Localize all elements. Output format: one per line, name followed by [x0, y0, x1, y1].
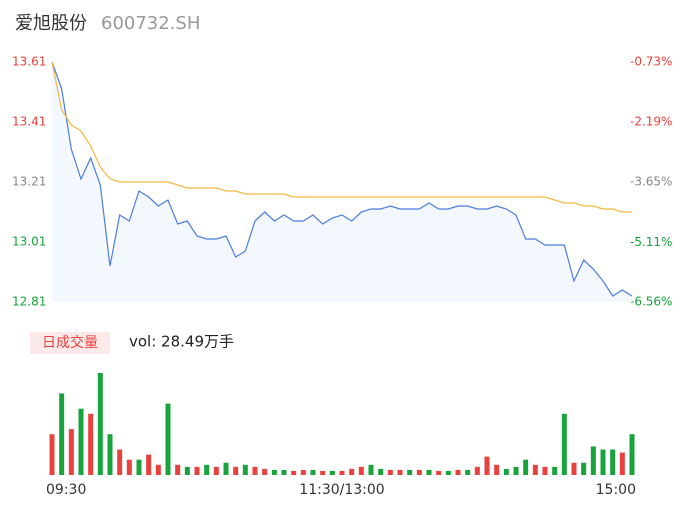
volume-bar [204, 464, 210, 475]
y2-tick-label: -5.11% [630, 235, 672, 249]
y-tick-label: 13.41 [12, 115, 46, 129]
volume-bar [242, 464, 248, 475]
volume-bar [552, 466, 558, 475]
volume-bar [136, 459, 142, 475]
volume-bar [310, 469, 316, 475]
y-tick-label: 13.61 [12, 55, 46, 69]
volume-bar [416, 469, 422, 475]
volume-bar [484, 456, 490, 475]
volume-bar [532, 464, 538, 475]
volume-bar [368, 464, 374, 475]
volume-bar [271, 469, 277, 475]
y2-tick-label: -0.73% [630, 55, 672, 69]
volume-bar [233, 466, 239, 475]
price-line [51, 61, 633, 297]
volume-bar [252, 466, 258, 475]
volume-bar [561, 413, 567, 475]
volume-bar [117, 449, 123, 475]
x-tick-label: 09:30 [46, 482, 86, 498]
volume-bar [68, 429, 74, 475]
volume-bar [194, 466, 200, 475]
volume-bar [213, 466, 219, 475]
volume-bar [107, 434, 113, 475]
volume-bar [223, 462, 229, 475]
volume-bar [513, 466, 519, 475]
volume-bar [436, 470, 442, 475]
chart-title: 爱旭股份 [15, 13, 87, 34]
price-area [52, 62, 632, 302]
avg-line [51, 61, 632, 213]
volume-bar [349, 468, 355, 475]
volume-bar [184, 466, 190, 475]
volume-bar [155, 464, 161, 475]
volume-bar [610, 449, 616, 475]
volume-bar [581, 462, 587, 475]
x-tick-label: 15:00 [596, 482, 636, 498]
y-tick-label: 12.81 [12, 295, 46, 309]
volume-bar [397, 469, 403, 475]
y2-tick-label: -2.19% [630, 115, 672, 129]
y-tick-label: 13.01 [12, 235, 46, 249]
volume-bar [387, 469, 393, 475]
volume-tag: 日成交量 [42, 334, 98, 351]
x-tick-label: 11:30/13:00 [299, 482, 384, 498]
volume-bar [262, 468, 268, 475]
volume-bar [146, 454, 152, 475]
volume-bar [358, 466, 364, 475]
volume-bar [281, 469, 287, 475]
volume-bar [175, 464, 181, 475]
volume-bar [619, 452, 625, 475]
volume-bar [78, 408, 84, 475]
volume-bar [494, 464, 500, 475]
volume-bar [445, 470, 451, 475]
volume-bar [59, 393, 65, 475]
volume-bar [126, 459, 132, 475]
volume-bar [378, 468, 384, 475]
volume-bar [523, 459, 529, 475]
volume-bar [571, 462, 577, 475]
volume-bar [407, 469, 413, 475]
volume-bar [542, 466, 548, 475]
volume-tag-bg [30, 332, 110, 354]
volume-bar [165, 403, 171, 475]
y2-tick-label: -6.56% [630, 295, 672, 309]
volume-bar [320, 470, 326, 475]
volume-bar [291, 470, 297, 475]
volume-bar [503, 468, 509, 475]
volume-bar [88, 413, 94, 475]
volume-bar [465, 469, 471, 475]
chart-subtitle: 600732.SH [101, 13, 200, 34]
volume-bar [426, 469, 432, 475]
volume-bar [329, 470, 335, 475]
volume-summary: vol: 28.49万手 [129, 333, 234, 351]
volume-bar [590, 446, 596, 475]
y-tick-label: 13.21 [12, 175, 46, 189]
y2-tick-label: -3.65% [630, 175, 672, 189]
volume-bar [97, 373, 103, 475]
volume-bar [600, 449, 606, 475]
volume-bar [339, 470, 345, 475]
volume-bar [49, 434, 55, 475]
volume-bar [455, 469, 461, 475]
volume-bar [629, 434, 635, 475]
volume-bar [474, 466, 480, 475]
volume-bar [300, 469, 306, 475]
